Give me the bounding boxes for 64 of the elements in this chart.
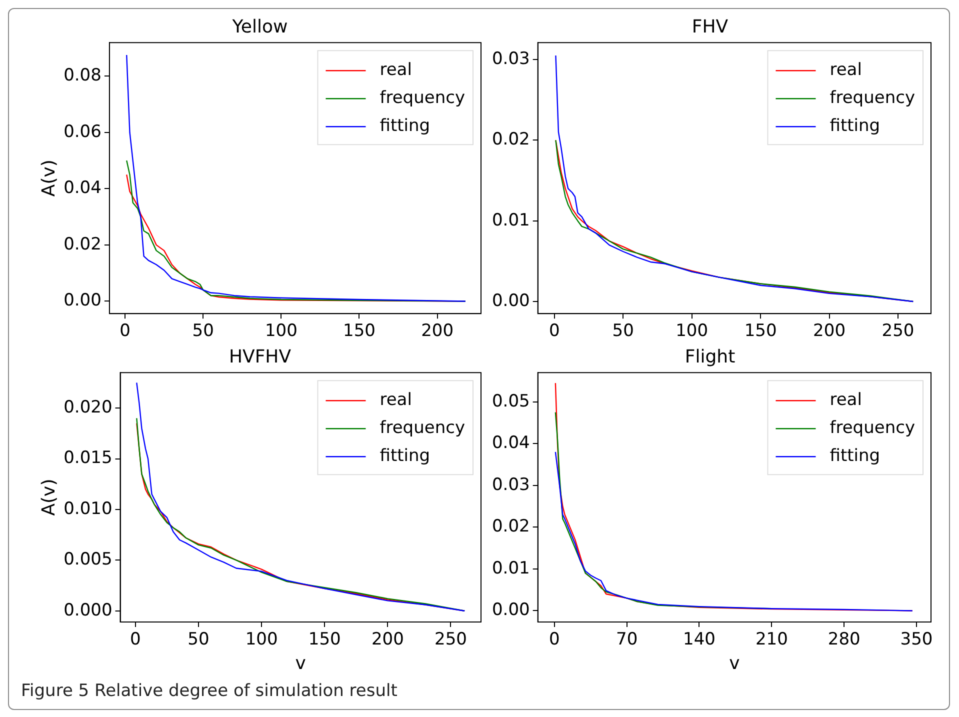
x-tick-label: 0 bbox=[120, 321, 130, 342]
legend-label: real bbox=[380, 390, 412, 410]
y-tick-label: 0.02 bbox=[492, 516, 530, 537]
y-axis-title: A(v) bbox=[38, 160, 60, 197]
x-tick-label: 350 bbox=[900, 630, 933, 650]
y-tick-label: 0.05 bbox=[492, 391, 530, 412]
legend-label: fitting bbox=[380, 446, 430, 466]
x-tick-label: 140 bbox=[683, 630, 716, 650]
y-tick-label: 0.015 bbox=[64, 448, 112, 468]
y-tick-label: 0.020 bbox=[64, 398, 112, 418]
legend-label: frequency bbox=[380, 418, 465, 438]
y-tick-label: 0.00 bbox=[492, 290, 530, 311]
y-tick-label: 0.01 bbox=[492, 558, 530, 578]
y-tick-label: 0.08 bbox=[64, 66, 102, 86]
x-tick-label: 280 bbox=[828, 630, 860, 650]
x-tick-label: 100 bbox=[264, 321, 298, 342]
y-tick-label: 0.03 bbox=[492, 48, 530, 69]
legend-label: fitting bbox=[830, 446, 880, 466]
x-axis-title: v bbox=[295, 652, 306, 674]
x-tick-label: 50 bbox=[192, 321, 214, 342]
y-tick-label: 0.03 bbox=[492, 474, 530, 495]
legend-label: real bbox=[380, 60, 412, 80]
x-tick-label: 150 bbox=[744, 321, 777, 342]
x-tick-label: 150 bbox=[343, 321, 376, 342]
x-tick-label: 150 bbox=[308, 630, 341, 650]
x-tick-label: 210 bbox=[755, 630, 788, 650]
y-tick-label: 0.04 bbox=[492, 433, 530, 454]
legend-label: real bbox=[830, 60, 862, 80]
chart-title: HVFHV bbox=[228, 346, 292, 368]
y-tick-label: 0.00 bbox=[492, 600, 530, 620]
x-tick-label: 0 bbox=[548, 630, 560, 650]
x-tick-label: 200 bbox=[371, 630, 404, 650]
legend-label: fitting bbox=[830, 116, 880, 136]
legend-label: frequency bbox=[830, 88, 915, 108]
x-tick-label: 0 bbox=[130, 630, 141, 650]
x-axis-title: v bbox=[729, 652, 740, 674]
x-tick-label: 250 bbox=[434, 630, 467, 650]
x-tick-label: 100 bbox=[676, 321, 708, 342]
y-tick-label: 0.06 bbox=[64, 122, 102, 142]
legend-label: frequency bbox=[830, 418, 915, 438]
x-tick-label: 0 bbox=[548, 321, 560, 342]
x-tick-label: 250 bbox=[882, 321, 914, 342]
y-tick-label: 0.010 bbox=[64, 498, 112, 519]
x-tick-label: 70 bbox=[616, 630, 638, 650]
caption: Figure 5 Relative degree of simulation result bbox=[21, 681, 398, 701]
legend-label: fitting bbox=[380, 116, 430, 136]
legend-label: real bbox=[830, 390, 862, 410]
x-tick-label: 200 bbox=[421, 321, 454, 342]
y-tick-label: 0.01 bbox=[492, 210, 530, 230]
x-tick-label: 50 bbox=[188, 630, 210, 650]
x-tick-label: 50 bbox=[612, 321, 634, 342]
y-axis-title: A(v) bbox=[38, 478, 60, 516]
y-tick-label: 0.000 bbox=[64, 600, 112, 620]
chart-title: Yellow bbox=[231, 16, 288, 38]
y-tick-label: 0.00 bbox=[64, 290, 102, 311]
chart-title: Flight bbox=[684, 346, 736, 368]
y-tick-label: 0.04 bbox=[64, 178, 102, 198]
y-tick-label: 0.005 bbox=[64, 550, 112, 570]
chart-title: FHV bbox=[692, 16, 729, 38]
x-tick-label: 200 bbox=[813, 321, 846, 342]
legend-label: frequency bbox=[380, 88, 465, 108]
y-tick-label: 0.02 bbox=[492, 130, 530, 150]
x-tick-label: 100 bbox=[245, 630, 278, 650]
y-tick-label: 0.02 bbox=[64, 234, 102, 254]
